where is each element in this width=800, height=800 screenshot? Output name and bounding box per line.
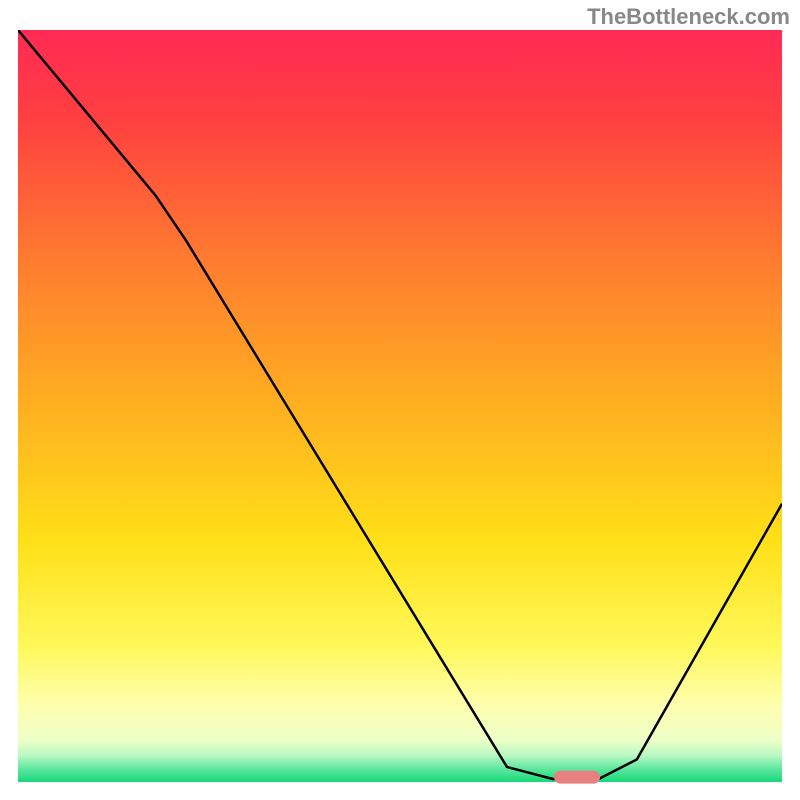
watermark-text: TheBottleneck.com	[587, 4, 790, 30]
bottleneck-curve	[18, 30, 782, 782]
plot-area	[18, 30, 782, 782]
bottleneck-chart: TheBottleneck.com	[0, 0, 800, 800]
optimal-point-marker	[554, 771, 600, 784]
